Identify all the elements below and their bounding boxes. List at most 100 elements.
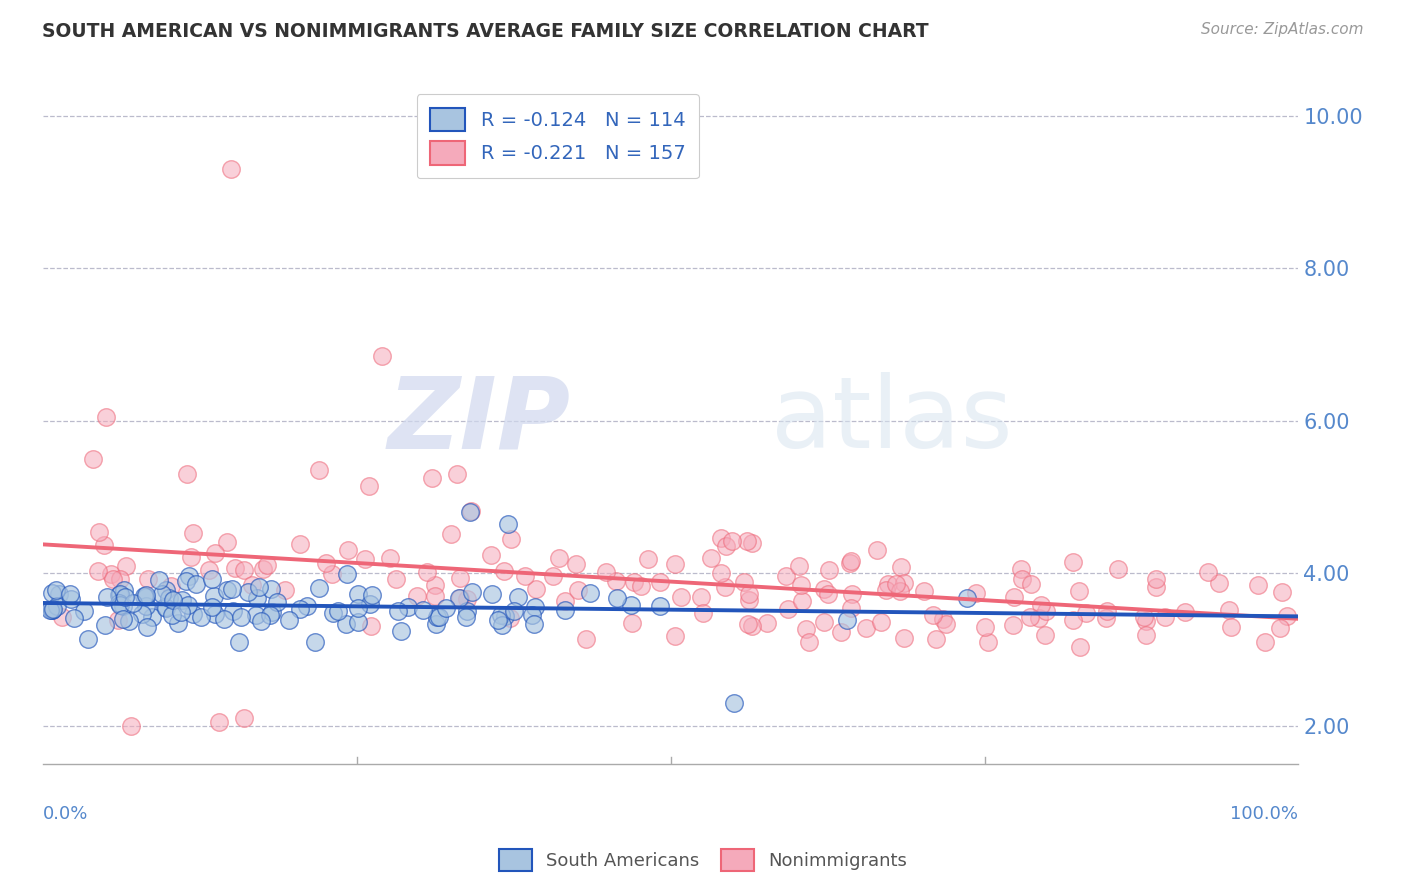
Point — [259, 608, 281, 623]
Point — [886, 577, 908, 591]
Point — [1254, 635, 1277, 649]
Point — [1010, 561, 1032, 575]
Point — [245, 607, 267, 622]
Point — [308, 581, 330, 595]
Point — [103, 572, 125, 586]
Point — [48, 587, 70, 601]
Point — [179, 569, 201, 583]
Point — [336, 543, 359, 558]
Point — [176, 467, 198, 482]
Point — [513, 568, 536, 582]
Point — [1174, 605, 1197, 619]
Point — [136, 620, 159, 634]
Point — [1246, 578, 1268, 592]
Point — [136, 572, 159, 586]
Point — [135, 599, 157, 614]
Point — [956, 591, 979, 605]
Point — [41, 603, 63, 617]
Point — [308, 463, 330, 477]
Point — [481, 587, 503, 601]
Point — [42, 602, 65, 616]
Point — [96, 591, 118, 605]
Point — [120, 719, 142, 733]
Point — [108, 588, 131, 602]
Point — [714, 540, 737, 554]
Point — [174, 574, 197, 589]
Point — [141, 610, 163, 624]
Point — [155, 600, 177, 615]
Point — [135, 588, 157, 602]
Point — [1144, 581, 1167, 595]
Point — [224, 561, 246, 575]
Point — [115, 558, 138, 573]
Point — [114, 591, 136, 605]
Point — [416, 566, 439, 580]
Point — [792, 594, 814, 608]
Point — [813, 582, 835, 596]
Point — [974, 620, 997, 634]
Point — [700, 551, 723, 566]
Point — [741, 536, 763, 550]
Point — [1062, 613, 1084, 627]
Point — [247, 580, 270, 594]
Point — [87, 524, 110, 539]
Point — [1031, 599, 1053, 613]
Point — [371, 349, 394, 363]
Point — [690, 590, 713, 604]
Point — [554, 603, 576, 617]
Point — [889, 584, 911, 599]
Point — [893, 631, 915, 645]
Point — [73, 604, 96, 618]
Point — [496, 516, 519, 531]
Point — [491, 607, 513, 622]
Point — [449, 591, 471, 606]
Point — [148, 573, 170, 587]
Point — [778, 601, 800, 615]
Point — [38, 603, 60, 617]
Point — [817, 587, 839, 601]
Point — [396, 599, 419, 614]
Point — [202, 590, 225, 604]
Point — [434, 600, 457, 615]
Point — [252, 561, 274, 575]
Point — [181, 607, 204, 621]
Point — [1135, 628, 1157, 642]
Point — [246, 591, 269, 606]
Point — [737, 533, 759, 548]
Point — [932, 612, 955, 626]
Point — [1067, 583, 1090, 598]
Point — [456, 591, 478, 606]
Point — [59, 587, 82, 601]
Point — [135, 591, 157, 605]
Point — [347, 615, 370, 630]
Point — [460, 504, 482, 518]
Point — [359, 479, 381, 493]
Point — [506, 590, 529, 604]
Point — [295, 599, 318, 613]
Point — [723, 696, 745, 710]
Point — [86, 564, 108, 578]
Point — [162, 608, 184, 623]
Point — [108, 599, 131, 613]
Point — [733, 575, 755, 590]
Point — [385, 573, 408, 587]
Point — [222, 604, 245, 618]
Point — [893, 575, 915, 590]
Point — [710, 566, 733, 580]
Point — [107, 613, 129, 627]
Point — [866, 543, 889, 558]
Point — [108, 587, 131, 601]
Legend: South Americans, Nonimmigrants: South Americans, Nonimmigrants — [492, 842, 914, 879]
Point — [250, 614, 273, 628]
Point — [240, 578, 263, 592]
Point — [446, 467, 468, 482]
Point — [794, 622, 817, 636]
Point — [353, 552, 375, 566]
Point — [423, 589, 446, 603]
Point — [839, 601, 862, 615]
Point — [201, 600, 224, 615]
Point — [499, 611, 522, 625]
Point — [423, 578, 446, 592]
Point — [51, 609, 73, 624]
Point — [221, 582, 243, 596]
